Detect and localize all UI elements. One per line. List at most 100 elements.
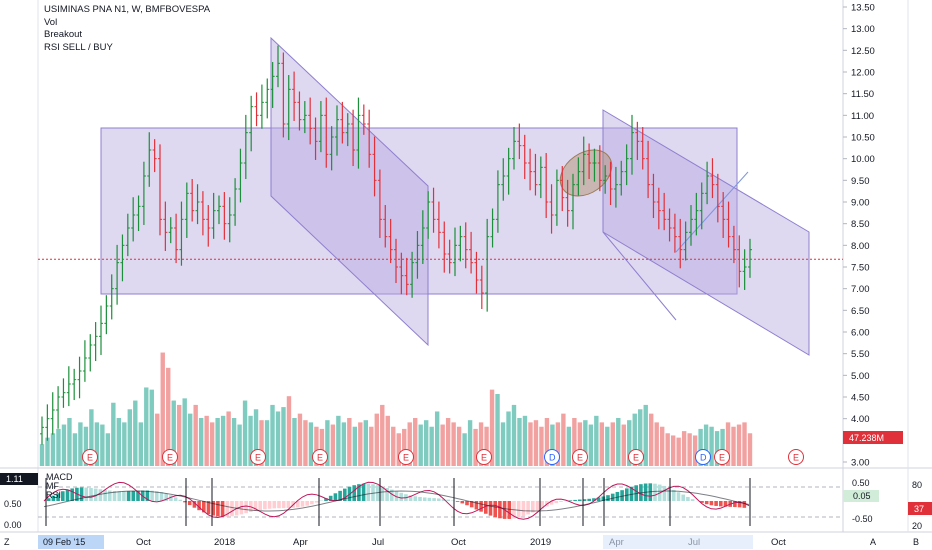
volume-bar	[78, 422, 83, 466]
event-marker-label: E	[793, 453, 799, 463]
volume-bar	[149, 389, 154, 466]
volume-bar	[182, 398, 187, 466]
b-button[interactable]: B	[913, 537, 919, 547]
price-axis[interactable]: 13.50 13.00 12.50 12.00 11.50 11.00 10.50 10.00…	[843, 3, 875, 469]
indicator-label-rsi[interactable]: RSI SELL / BUY	[44, 41, 113, 53]
macd-bar	[615, 491, 620, 501]
macd-bar	[253, 501, 258, 511]
time-tick-label: Oct	[451, 537, 466, 548]
macd-bar	[479, 501, 483, 512]
macd-bar	[183, 501, 187, 503]
volume-bar	[451, 422, 456, 466]
macd-bar	[46, 498, 51, 501]
price-tick-label: 4.00	[851, 414, 870, 425]
macd-bar	[98, 489, 103, 501]
macd-label[interactable]: MACD	[46, 472, 73, 482]
volume-bar	[511, 404, 517, 466]
price-tick-label: 9.00	[851, 198, 870, 209]
volume-bar	[720, 428, 725, 466]
channel-drawings[interactable]	[100, 36, 810, 356]
macd-bar	[84, 487, 89, 501]
macd-bar	[267, 501, 272, 509]
macd-bar	[488, 501, 493, 516]
macd-bar	[281, 501, 286, 509]
event-marker[interactable]	[398, 449, 414, 465]
macd-bar	[258, 501, 262, 510]
volume-bar	[111, 402, 116, 466]
event-marker[interactable]	[714, 449, 730, 465]
volume-bar	[489, 389, 495, 466]
macd-bar	[526, 501, 530, 515]
macd-bar	[159, 492, 164, 501]
event-marker[interactable]	[476, 449, 492, 465]
macd-bar	[709, 501, 714, 506]
event-marker[interactable]	[628, 449, 644, 465]
macd-bar	[441, 498, 446, 501]
rsi-badge: 37	[914, 504, 924, 514]
volume-bar	[127, 409, 133, 466]
stepper-value[interactable]: 1.11	[6, 474, 23, 484]
volume-bar	[687, 433, 692, 466]
mf-label[interactable]: MF	[46, 481, 59, 491]
macd-bar	[723, 501, 728, 507]
indicator-label-vol[interactable]: Vol	[44, 16, 58, 28]
event-marker-label: E	[87, 453, 93, 463]
rsi-badge-bg	[908, 502, 932, 515]
event-marker[interactable]	[695, 449, 711, 465]
rsi-label[interactable]: RSI	[46, 490, 62, 500]
volume-bar	[561, 413, 566, 466]
volume-bar	[198, 418, 204, 466]
price-tick-label: 7.00	[851, 284, 870, 295]
volume-bar	[253, 409, 259, 466]
volume-bar	[116, 418, 122, 466]
macd-bar	[686, 496, 690, 501]
volume-bar	[100, 424, 105, 466]
channel-line[interactable]	[602, 231, 677, 321]
symbol-title[interactable]: USIMINAS PNA N1, W, BMFBOVESPA	[44, 4, 211, 15]
event-marker[interactable]	[82, 449, 98, 465]
event-marker[interactable]	[788, 449, 804, 465]
macd-bar	[61, 491, 65, 501]
volume-bar	[709, 426, 714, 466]
event-marker[interactable]	[312, 449, 328, 465]
macd-bar	[399, 492, 403, 501]
macd-bar	[145, 490, 150, 501]
macd-bar	[230, 501, 234, 517]
volume-bar	[643, 404, 648, 466]
indicator-pane[interactable]	[38, 478, 843, 526]
volume-bar	[462, 433, 467, 466]
price-tick-label: 4.50	[851, 393, 870, 404]
event-marker[interactable]	[544, 449, 560, 465]
descending-channel-2[interactable]	[602, 109, 810, 356]
macd-bar	[573, 499, 577, 501]
time-tick-label: Oct	[771, 537, 786, 548]
zoom-button[interactable]: Z	[4, 537, 10, 547]
macd-bar	[192, 501, 197, 508]
event-marker-label: E	[317, 453, 323, 463]
price-tick-label: 13.50	[851, 3, 875, 14]
macd-badge: 0.05	[853, 491, 871, 501]
macd-bar	[460, 501, 465, 504]
stepper-badge-bg[interactable]	[0, 473, 38, 485]
volume-bar	[231, 418, 237, 466]
macd-bar	[187, 501, 192, 506]
macd-bar	[662, 485, 667, 501]
macd-bar	[592, 498, 596, 501]
time-tick-label: Oct	[136, 537, 151, 548]
macd-bar	[531, 501, 535, 513]
event-marker[interactable]	[572, 449, 588, 465]
volume-bar	[725, 422, 731, 466]
auto-scale-button[interactable]: A	[870, 537, 876, 547]
volume-bar	[594, 415, 599, 466]
price-tick-label: 11.50	[851, 89, 874, 100]
event-marker[interactable]	[250, 449, 266, 465]
volume-bar	[714, 431, 720, 466]
indicator-label-breakout[interactable]: Breakout	[44, 29, 83, 40]
macd-bar	[742, 501, 747, 508]
volume-bar	[286, 396, 292, 466]
ind-right-tick-2: -0.50	[852, 514, 873, 524]
event-marker[interactable]	[162, 449, 178, 465]
trend-line[interactable]	[675, 171, 749, 253]
